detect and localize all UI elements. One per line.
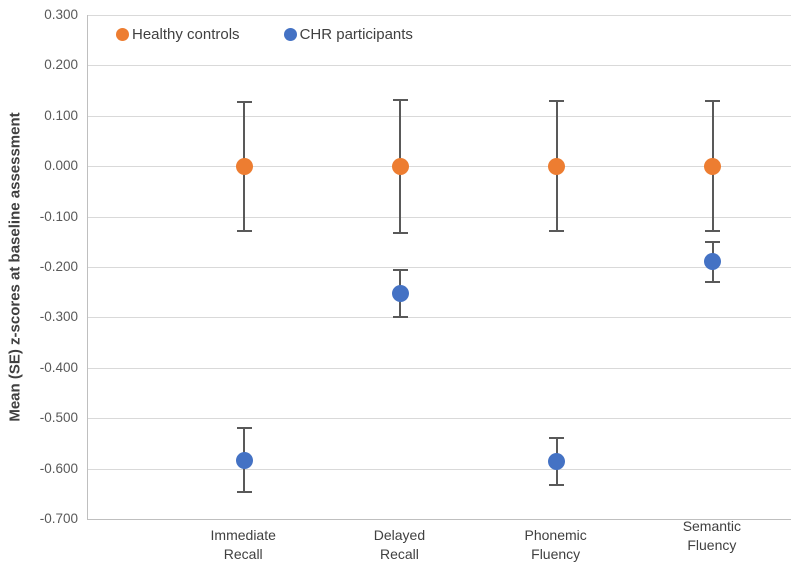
gridline [88,115,791,117]
error-bar-cap [705,240,721,243]
y-tick-label: -0.100 [39,208,78,224]
legend-item: Healthy controls [116,26,240,43]
x-category-label: Phonemic Fluency [524,527,587,562]
y-tick-label: -0.700 [39,511,78,526]
y-tick-label: 0.100 [44,107,78,123]
legend-marker-icon [116,28,129,41]
plot-area: Healthy controls CHR participants [87,15,791,520]
legend-label: Healthy controls [132,26,240,43]
error-bar-cap [236,491,252,494]
legend: Healthy controls CHR participants [116,26,413,43]
error-bar-cap [236,229,252,232]
error-bar-cap [392,315,408,318]
error-bar-cap [705,230,721,233]
data-point [391,284,409,302]
data-point [235,451,253,469]
y-tick-label: -0.300 [39,309,78,325]
error-bar-cap [549,230,565,233]
data-point [548,453,566,471]
error-bar-cap [392,98,408,101]
gridline [88,65,791,67]
legend-item: CHR participants [283,26,413,43]
y-tick-label: -0.600 [39,460,78,476]
error-bar-cap [236,426,252,429]
error-bar-cap [236,100,252,103]
data-point [548,157,566,175]
gridline [88,216,791,218]
y-tick-label: 0.000 [44,158,78,174]
error-bar-cap [549,483,565,486]
gridline [88,317,791,319]
y-tick-label: 0.300 [44,7,78,22]
x-category-label: Delayed Recall [373,527,426,562]
gridline [88,166,791,168]
y-tick-label: -0.200 [39,259,78,274]
error-bar-cap [549,100,565,103]
gridline [88,418,791,420]
y-tick-label: 0.200 [44,57,78,73]
gridline [88,367,791,369]
data-point [704,157,722,175]
error-bar-cap [705,281,721,284]
gridline [88,468,791,470]
gridline [88,267,791,268]
data-point [704,253,722,271]
gridline [88,15,791,16]
legend-label: CHR participants [299,26,413,43]
y-tick-label: -0.400 [39,359,78,375]
x-category-label: Semantic Fluency [682,518,742,553]
legend-marker-icon [283,28,297,41]
x-category-label: Immediate Recall [210,527,276,562]
data-point [235,157,253,175]
error-bar-cap [549,437,565,440]
error-bar-cap [392,231,408,234]
error-bar-cap [705,100,721,103]
data-point [391,157,409,175]
error-bar-cap [392,268,408,271]
y-tick-label: -0.500 [39,410,78,426]
